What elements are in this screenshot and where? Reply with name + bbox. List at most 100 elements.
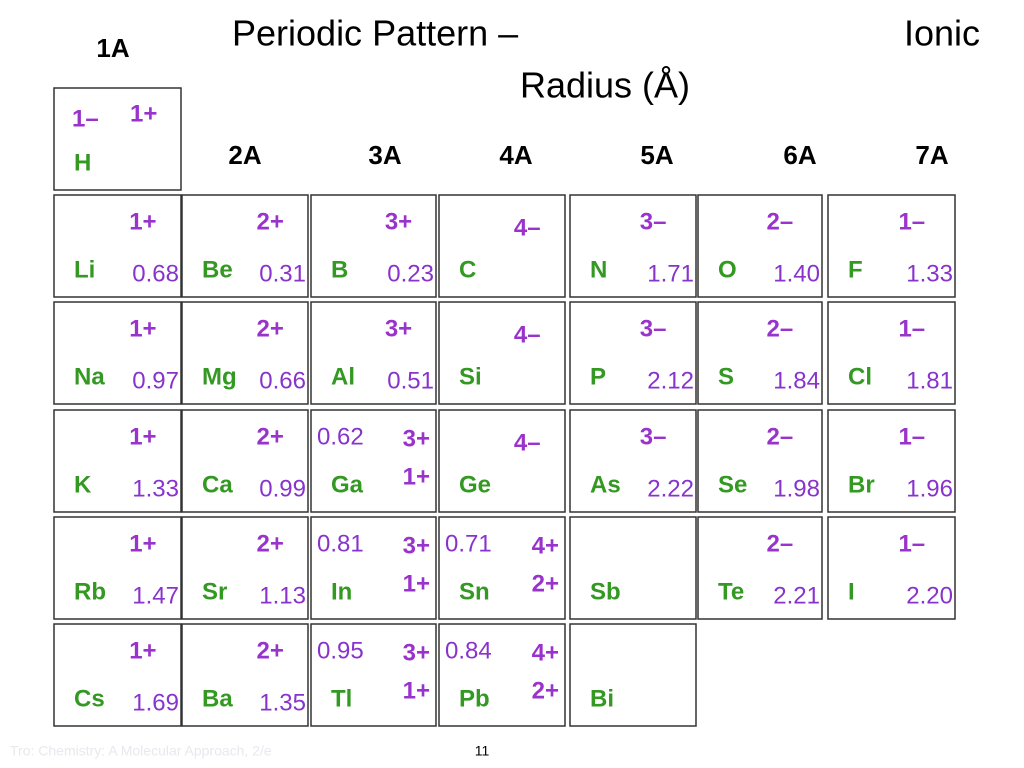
ion-charge: 1– (72, 105, 99, 132)
ion-radius: 1.47 (132, 582, 179, 609)
ion-radius: 1.40 (773, 260, 820, 287)
element-cell (53, 409, 182, 513)
footer-source: Tro: Chemistry: A Molecular Approach, 2/… (10, 743, 272, 759)
ion-radius: 0.99 (259, 475, 306, 502)
element-cell (53, 516, 182, 620)
element-cell (438, 301, 566, 405)
ion-charge: 4+ (532, 532, 559, 559)
element-symbol: K (74, 471, 92, 498)
ion-radius: 1.33 (132, 475, 179, 502)
ion-radius: 1.81 (906, 367, 953, 394)
element-cell (310, 409, 437, 513)
element-symbol: Ga (331, 471, 364, 498)
ion-radius: 1.96 (906, 475, 953, 502)
element-cell (438, 516, 566, 620)
ion-charge: 1+ (403, 677, 430, 704)
group-label: 7A (915, 140, 948, 170)
ion-charge: 3+ (403, 425, 430, 452)
ion-charge: 4– (514, 321, 541, 348)
element-cell (181, 623, 309, 727)
ion-charge: 1– (898, 530, 925, 557)
ion-charge: 3+ (403, 532, 430, 559)
element-cell (53, 87, 182, 191)
ion-radius: 0.51 (387, 367, 434, 394)
element-symbol: Na (74, 363, 105, 390)
element-cell (438, 194, 566, 298)
element-cell (569, 409, 697, 513)
element-symbol: S (718, 363, 734, 390)
ion-charge: 2– (766, 530, 793, 557)
ion-charge: 2+ (532, 677, 559, 704)
element-symbol: Ba (202, 685, 233, 712)
element-symbol: Ca (202, 471, 233, 498)
ion-charge: 2+ (257, 637, 284, 664)
ion-radius: 0.23 (387, 260, 434, 287)
ion-charge: 4– (514, 214, 541, 241)
element-symbol: Sr (202, 578, 227, 605)
element-symbol: In (331, 578, 352, 605)
element-symbol: Rb (74, 578, 106, 605)
element-cell (181, 194, 309, 298)
element-symbol: Cl (848, 363, 872, 390)
ion-charge: 1+ (403, 570, 430, 597)
element-cell (53, 301, 182, 405)
element-cell (697, 301, 823, 405)
element-cell (827, 409, 956, 513)
ion-charge: 3– (640, 208, 667, 235)
ion-radius: 2.12 (647, 367, 694, 394)
element-symbol: Bi (590, 685, 614, 712)
ion-radius: 0.62 (317, 423, 364, 450)
ion-radius: 2.22 (647, 475, 694, 502)
group-label: 1A (96, 33, 129, 63)
element-cell (438, 623, 566, 727)
ion-charge: 3– (640, 423, 667, 450)
ion-charge: 4+ (532, 639, 559, 666)
ion-charge: 2– (766, 423, 793, 450)
ion-radius: 1.69 (132, 689, 179, 716)
ion-charge: 2+ (257, 423, 284, 450)
element-cell (310, 623, 437, 727)
ion-radius: 2.20 (906, 582, 953, 609)
title: Periodic Pattern – (232, 13, 518, 54)
ion-charge: 1+ (130, 100, 157, 127)
ion-charge: 3– (640, 315, 667, 342)
element-symbol: N (590, 256, 607, 283)
ion-radius: 1.13 (259, 582, 306, 609)
ion-charge: 2+ (257, 315, 284, 342)
ion-radius: 0.31 (259, 260, 306, 287)
element-cell (697, 409, 823, 513)
element-symbol: Be (202, 256, 233, 283)
ion-radius: 1.35 (259, 689, 306, 716)
element-symbol: P (590, 363, 606, 390)
element-symbol: B (331, 256, 348, 283)
element-symbol: C (459, 256, 476, 283)
element-cell (310, 194, 437, 298)
element-symbol: Al (331, 363, 355, 390)
ion-radius: 1.33 (906, 260, 953, 287)
ion-charge: 2– (766, 208, 793, 235)
element-cell (181, 516, 309, 620)
ion-radius: 1.98 (773, 475, 820, 502)
element-cell (569, 301, 697, 405)
element-symbol: Sn (459, 578, 490, 605)
element-cell (53, 623, 182, 727)
ion-radius: 0.97 (132, 367, 179, 394)
group-label: 2A (228, 140, 261, 170)
element-symbol: Br (848, 471, 875, 498)
ion-radius: 0.71 (445, 530, 492, 557)
element-cell (697, 516, 823, 620)
ion-charge: 1+ (403, 463, 430, 490)
ion-radius: 1.71 (647, 260, 694, 287)
element-symbol: Ge (459, 471, 491, 498)
ion-charge: 1– (898, 423, 925, 450)
title: Radius (Å) (520, 65, 690, 106)
element-symbol: F (848, 256, 863, 283)
ion-charge: 1+ (129, 315, 156, 342)
element-symbol: Se (718, 471, 747, 498)
element-cell (310, 516, 437, 620)
ion-radius: 1.84 (773, 367, 820, 394)
ion-charge: 2+ (257, 530, 284, 557)
element-symbol: H (74, 149, 91, 176)
element-cell (827, 516, 956, 620)
